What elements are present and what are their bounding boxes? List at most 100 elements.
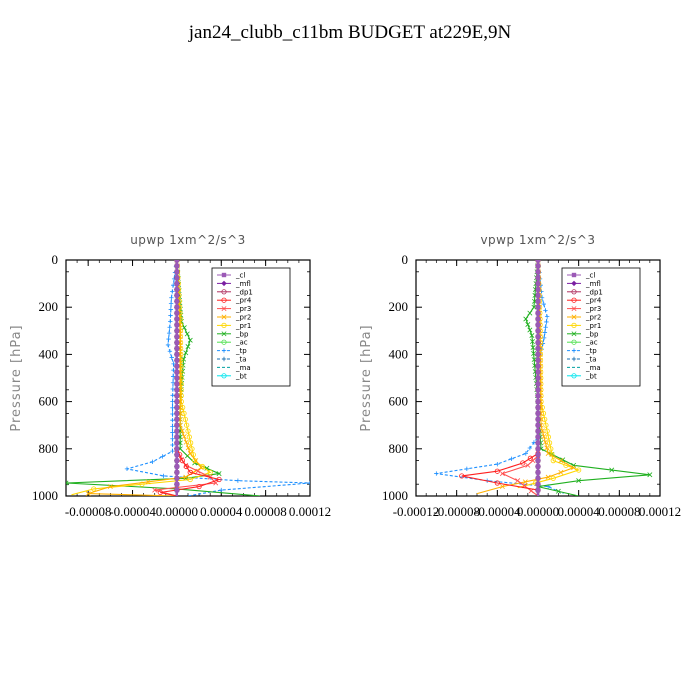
data-point [530, 345, 536, 351]
data-point [535, 464, 541, 469]
data-point [174, 281, 180, 286]
data-point [167, 349, 173, 354]
data-point [535, 411, 541, 416]
data-point [85, 491, 91, 496]
data-point [545, 451, 551, 457]
data-point [66, 480, 69, 486]
data-point [161, 473, 166, 479]
data-point [188, 440, 194, 446]
data-point [174, 399, 180, 404]
data-point [550, 475, 556, 481]
legend-marker [571, 339, 577, 345]
legend-label: _pr3 [235, 305, 251, 313]
data-point [544, 445, 550, 451]
data-point [181, 356, 187, 362]
data-point [174, 476, 180, 481]
legend-marker [571, 306, 577, 312]
legend-label: _pr3 [585, 305, 601, 313]
data-point [174, 305, 180, 310]
data-point [182, 416, 188, 422]
legend-marker [571, 331, 577, 337]
data-point [170, 430, 175, 435]
legend-marker [571, 373, 577, 379]
data-point [166, 336, 171, 342]
data-point [179, 457, 186, 464]
chart-title: upwp 1xm^2/s^3 [130, 233, 246, 247]
data-point [527, 445, 533, 451]
data-point [523, 451, 528, 456]
data-point [170, 380, 176, 385]
data-point [174, 470, 180, 475]
legend-marker [221, 339, 227, 345]
data-point [169, 295, 174, 300]
y-axis-label: Pressure [hPa] [9, 324, 24, 431]
data-point [174, 340, 180, 345]
data-point [187, 337, 193, 343]
data-point [535, 405, 541, 410]
data-point [183, 350, 189, 356]
legend-label: _pr1 [585, 322, 601, 330]
x-tick-label: -0.00004 [109, 504, 156, 519]
data-point [541, 301, 546, 307]
data-point [107, 484, 113, 490]
legend-label: _tp [235, 347, 247, 355]
data-point [174, 364, 180, 369]
data-point [576, 478, 582, 484]
data-point [193, 458, 199, 464]
legend-label: _ac [235, 339, 248, 347]
data-point [174, 334, 180, 339]
y-tick-label: 1000 [32, 488, 58, 503]
data-point [535, 260, 541, 263]
data-point [174, 482, 180, 487]
data-point [181, 325, 187, 331]
legend-marker [221, 272, 227, 278]
legend-label: _cl [585, 272, 595, 280]
data-point [609, 467, 615, 473]
data-point [174, 405, 180, 410]
data-point [535, 417, 541, 422]
data-point [523, 316, 529, 322]
y-tick-label: 400 [39, 346, 59, 361]
data-point [235, 478, 241, 483]
data-point [174, 487, 180, 493]
data-point [170, 405, 175, 410]
data-point [545, 474, 551, 480]
data-point [168, 307, 174, 312]
data-point [174, 260, 180, 263]
data-point [535, 310, 541, 316]
data-point [185, 428, 191, 434]
legend-marker [571, 297, 577, 303]
data-point [535, 281, 541, 286]
data-point [535, 352, 541, 357]
x-tick-label: -0.00008 [433, 504, 480, 519]
legend-label: _bt [235, 372, 247, 380]
x-tick-label: -0.00012 [393, 504, 440, 519]
data-point [576, 467, 582, 473]
data-point [174, 458, 180, 463]
series-line-pr4 [461, 453, 539, 496]
data-point [541, 335, 547, 341]
data-point [174, 322, 180, 328]
data-point [499, 471, 505, 477]
data-point [174, 299, 180, 304]
data-point [174, 423, 180, 428]
data-point [499, 484, 505, 490]
data-point [174, 269, 180, 274]
data-point [535, 299, 541, 304]
data-point [181, 434, 187, 440]
legend: _cl_mfl_dp1_pr4_pr3_pr2_pr1_bp_ac_tp_ta_… [561, 267, 641, 387]
data-point [174, 293, 180, 298]
legend-marker [221, 322, 227, 328]
data-point [543, 308, 548, 313]
data-point [542, 439, 548, 445]
data-point [184, 331, 190, 337]
data-point [535, 440, 541, 446]
data-point [535, 434, 541, 440]
data-point [535, 375, 541, 381]
data-point [535, 346, 541, 351]
data-point [174, 287, 180, 292]
data-point [535, 470, 541, 475]
legend-marker [571, 348, 577, 353]
data-point [170, 399, 175, 404]
data-point [174, 434, 180, 440]
